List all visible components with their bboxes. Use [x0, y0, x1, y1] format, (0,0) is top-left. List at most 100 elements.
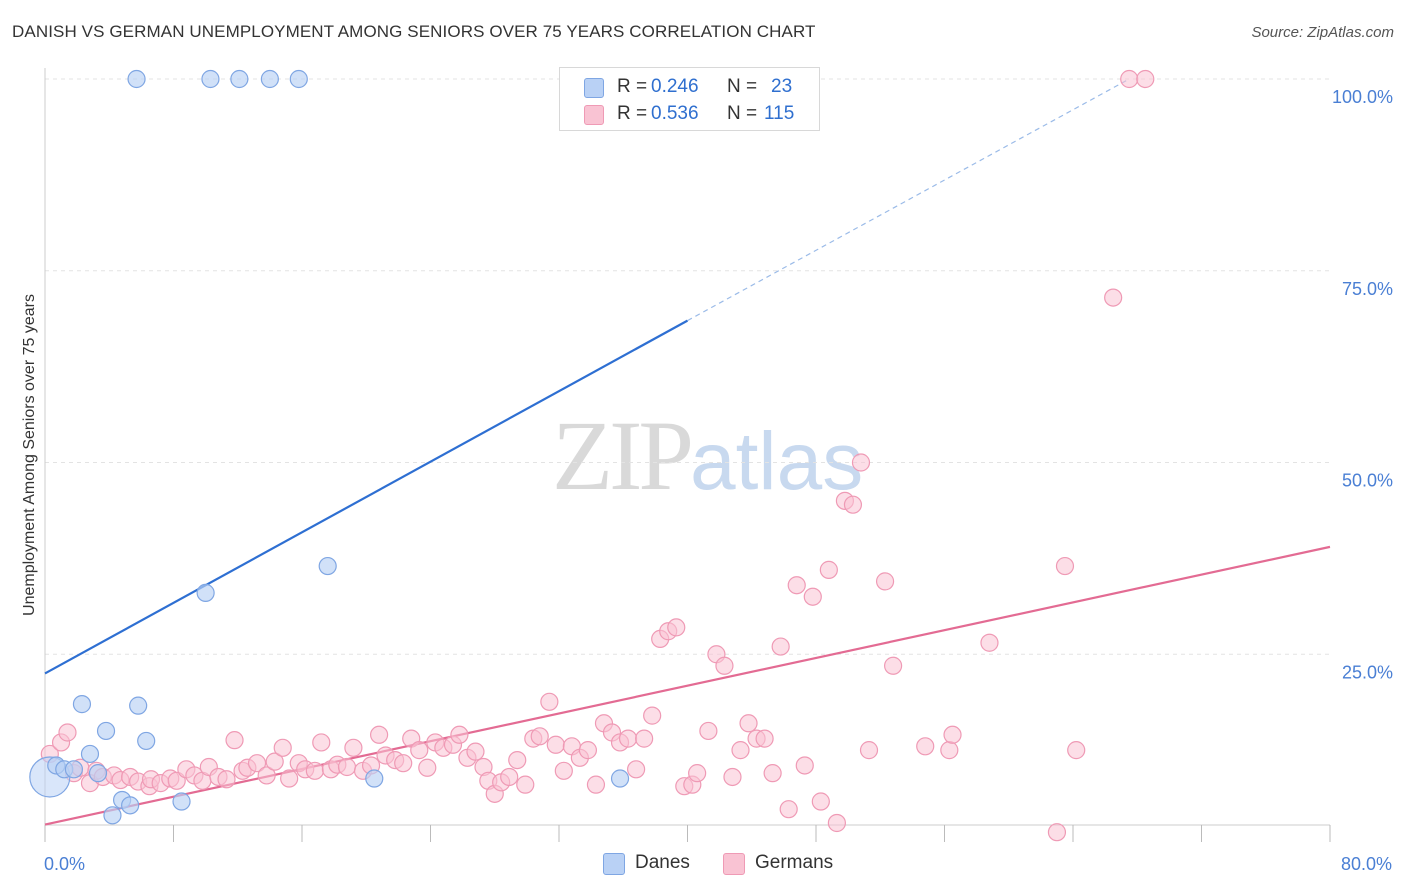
legend-swatch-germans	[584, 105, 604, 125]
germans-point	[779, 800, 798, 819]
label-layer: Unemployment Among Seniors over 75 years…	[21, 87, 1393, 874]
germans-point	[257, 766, 276, 785]
danes-point	[318, 556, 337, 576]
bottom-legend-swatch-germans	[723, 853, 745, 875]
germans-point	[418, 758, 437, 777]
germans-point	[280, 769, 299, 788]
germans-point	[530, 727, 549, 746]
danes-point	[610, 769, 630, 788]
germans-point	[916, 737, 935, 756]
germans-point	[883, 656, 903, 675]
germans-point	[688, 764, 707, 783]
bottom-legend-label-danes: Danes	[635, 852, 690, 873]
germans-point	[225, 731, 244, 750]
germans-point	[699, 721, 718, 741]
axis-layer	[44, 68, 1331, 842]
germans-point	[586, 775, 606, 794]
germans-point	[466, 742, 485, 761]
danes-point	[196, 583, 215, 602]
germans-point	[851, 453, 871, 472]
danes-points	[29, 69, 630, 825]
germans-point	[1055, 556, 1075, 576]
germans-points	[40, 69, 1155, 842]
danes-trend-line	[44, 319, 689, 675]
danes-point	[72, 695, 92, 714]
danes-point	[103, 806, 122, 825]
germans-point	[943, 725, 962, 744]
germans-point	[667, 618, 686, 637]
germans-point	[450, 725, 469, 744]
danes-point	[201, 69, 220, 89]
germans-point	[516, 775, 535, 794]
germans-point	[578, 741, 598, 760]
stats-legend: R = 0.246 N = 23 R = 0.536 N = 115	[559, 67, 820, 131]
legend-r-value-germans: 0.536	[651, 103, 699, 124]
danes-point	[289, 69, 308, 89]
danes-point	[260, 69, 279, 89]
germans-point	[980, 633, 999, 652]
germans-point	[618, 729, 638, 748]
legend-n-value-germans: 115	[764, 103, 795, 124]
germans-point	[554, 761, 573, 780]
danes-trend-extension	[687, 78, 1130, 322]
watermark-zip: ZIP	[552, 400, 694, 511]
germans-point	[715, 656, 734, 675]
germans-point	[1120, 69, 1139, 89]
germans-point	[635, 729, 654, 748]
germans-point	[247, 754, 267, 773]
germans-point	[811, 792, 830, 811]
germans-point	[508, 750, 527, 770]
x-tick-label-max: 80.0%	[1341, 854, 1392, 874]
germans-point	[305, 761, 324, 780]
danes-point	[88, 764, 108, 783]
watermark: ZIPatlas	[552, 398, 863, 513]
legend-n-value-danes: 23	[771, 76, 793, 97]
bottom-legend-label-germans: Germans	[755, 852, 834, 873]
germans-point	[273, 738, 292, 757]
danes-point	[129, 696, 148, 715]
danes-point	[64, 760, 84, 779]
legend-n-label-danes: N =	[727, 76, 758, 97]
germans-point	[819, 560, 838, 579]
germans-point	[546, 735, 565, 754]
germans-point	[1047, 823, 1067, 842]
germans-point	[643, 706, 662, 725]
source-credit: Source: ZipAtlas.com	[1251, 24, 1394, 41]
germans-point	[337, 757, 357, 777]
legend-r-label-danes: R =	[617, 76, 648, 97]
germans-point	[859, 741, 879, 760]
germans-point	[1136, 69, 1155, 89]
trend-layer	[44, 78, 1331, 826]
germans-point	[344, 738, 363, 757]
germans-point	[875, 572, 895, 591]
danes-point	[80, 744, 100, 764]
y-axis-label: Unemployment Among Seniors over 75 years	[21, 294, 38, 616]
y-tick-label: 50.0%	[1342, 471, 1393, 491]
germans-point	[394, 754, 413, 773]
danes-point	[127, 69, 146, 89]
germans-point	[755, 729, 774, 748]
chart-title: DANISH VS GERMAN UNEMPLOYMENT AMONG SENI…	[12, 22, 816, 41]
germans-point	[827, 813, 846, 833]
germans-point	[731, 741, 750, 760]
watermark-atlas: atlas	[690, 416, 864, 507]
y-tick-label: 100.0%	[1332, 87, 1393, 107]
danes-point	[365, 769, 384, 788]
germans-point	[58, 723, 77, 742]
legend-n-label-germans: N =	[727, 103, 758, 124]
germans-point	[370, 725, 389, 744]
germans-point	[265, 752, 284, 771]
germans-point	[843, 495, 863, 514]
germans-point	[739, 714, 758, 733]
germans-point	[312, 733, 331, 752]
germans-point	[626, 760, 646, 779]
germans-point	[540, 692, 559, 711]
germans-point	[763, 764, 782, 783]
bottom-legend-swatch-danes	[603, 853, 625, 875]
germans-point	[771, 637, 790, 656]
y-tick-label: 25.0%	[1342, 662, 1393, 682]
legend-r-value-danes: 0.246	[651, 76, 699, 97]
germans-point	[803, 587, 822, 606]
germans-point	[940, 741, 959, 760]
